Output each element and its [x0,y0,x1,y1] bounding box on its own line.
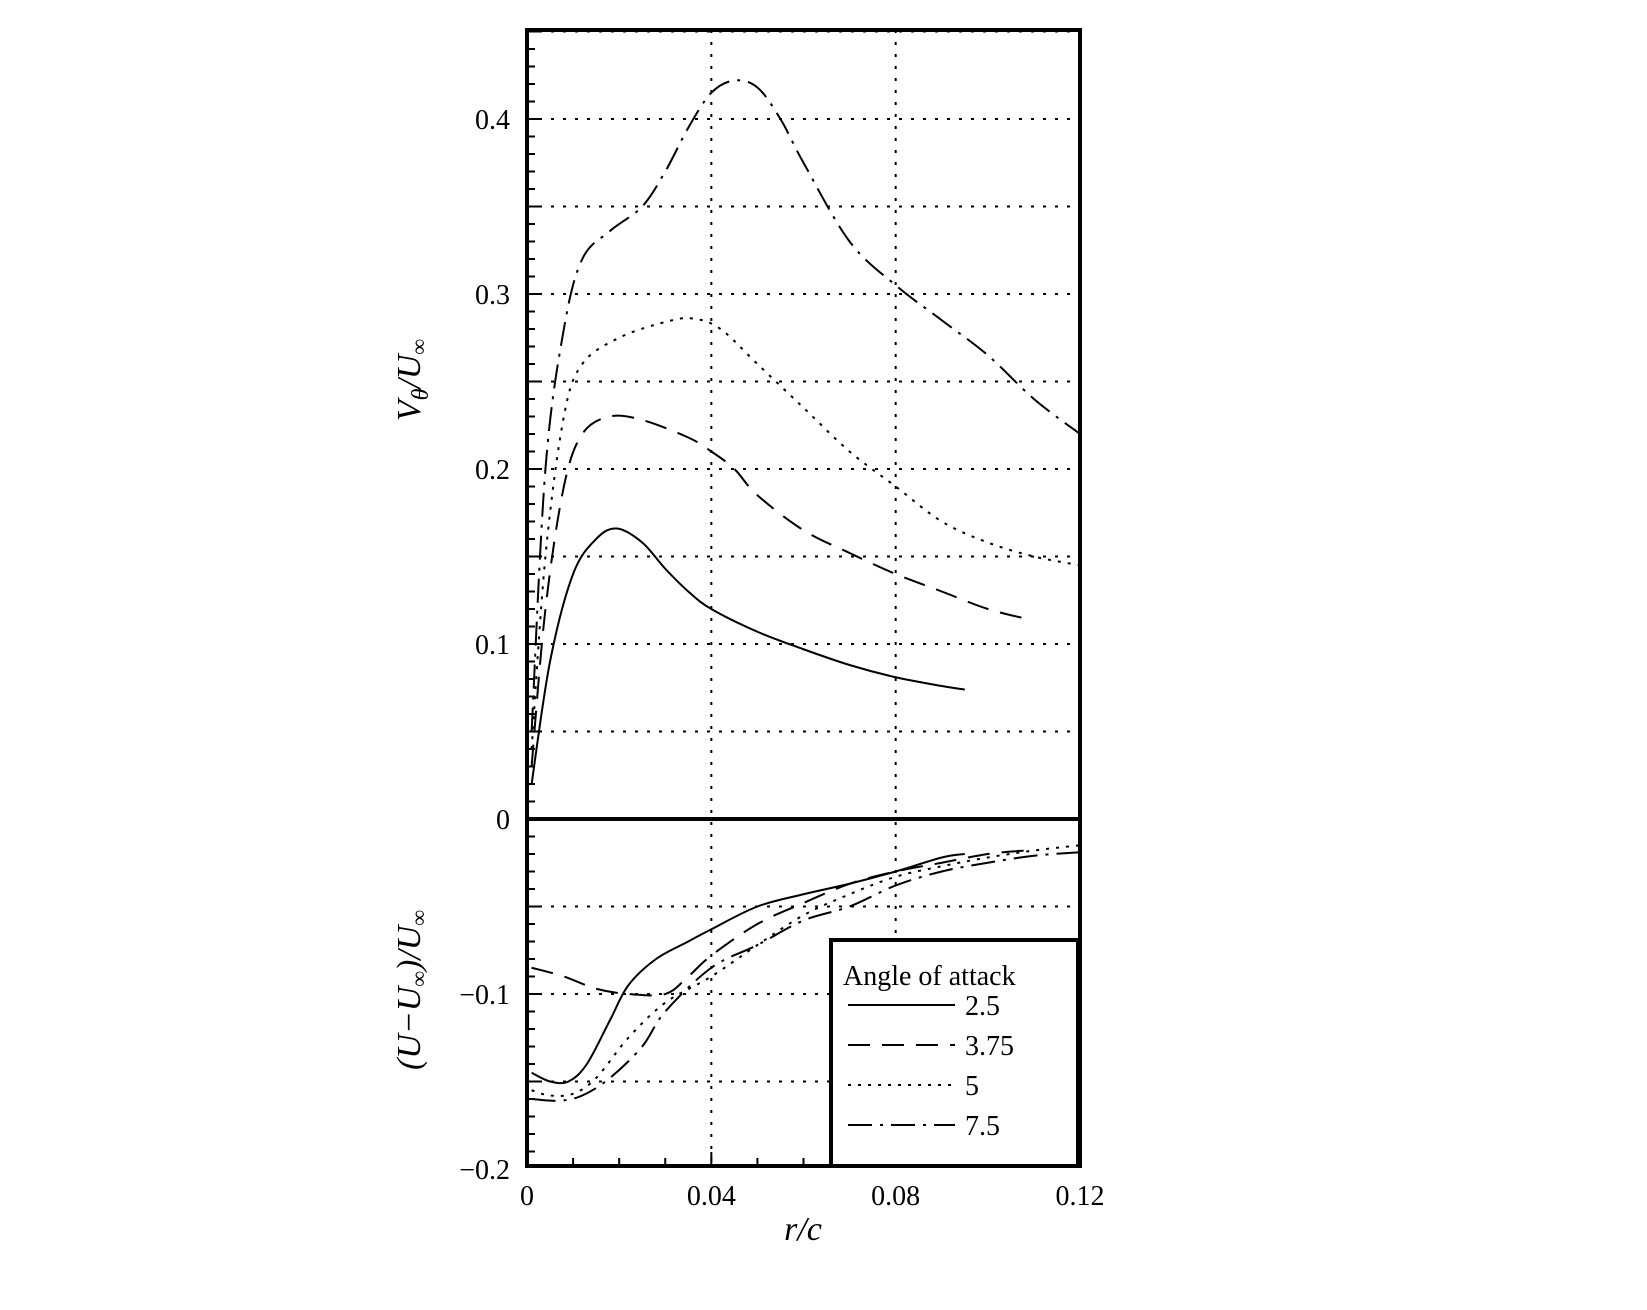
tick-labels: 0 0.1 0.2 0.3 0.4 −0.1 −0.2 0 0.04 0.08 0.12 [459,105,1104,1212]
series-line-upper-2_5 [530,527,965,785]
series-lines [530,79,1081,1102]
legend-entry-label: 2.5 [965,991,1000,1022]
y-tick-label: 0.4 [475,105,510,136]
legend-entry-label: 7.5 [965,1111,1000,1142]
y-tick-label: 0.1 [475,630,510,661]
y-tick-label: −0.2 [459,1155,510,1186]
legend-title: Angle of attack [843,961,1016,992]
legend-entry-label: 3.75 [965,1031,1014,1062]
x-tick-label: 0.04 [687,1181,736,1212]
x-tick-label: 0.12 [1056,1181,1105,1212]
y-tick-label: 0 [496,805,510,836]
legend: Angle of attack 2.5 3.75 5 7.5 [829,938,1080,1168]
upper-y-axis-label: Vθ/U∞ [391,339,434,422]
plot-frame [525,28,1082,1168]
series-line-upper-7_5 [530,79,1081,732]
lower-y-axis-label: (U−U∞)/U∞ [391,910,431,1070]
series-line-lower-3_75 [531,849,1025,997]
series-line-lower-7_5 [531,851,1081,1102]
legend-entry-label: 5 [965,1071,979,1102]
legend-box [829,938,1080,1168]
series-line-upper-3_75 [530,414,1030,767]
series-line-lower-5 [531,844,1081,1097]
x-tick-label: 0 [520,1181,534,1212]
grid [527,30,1080,1166]
y-tick-label: −0.1 [459,980,510,1011]
y-tick-label: 0.3 [475,280,510,311]
x-axis-label: r/c [784,1211,822,1248]
y-tick-label: 0.2 [475,455,510,486]
series-line-upper-5 [530,317,1081,750]
x-tick-label: 0.08 [871,1181,920,1212]
